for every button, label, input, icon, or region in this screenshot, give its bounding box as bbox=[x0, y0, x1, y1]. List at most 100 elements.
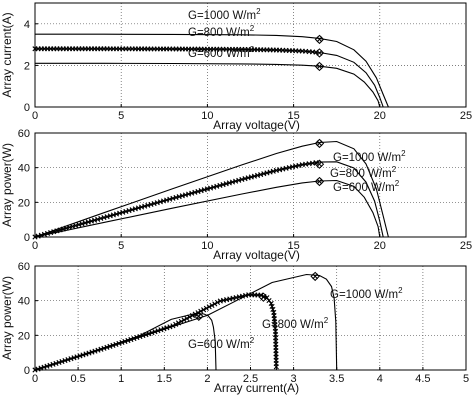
x-tick-label: 3.5 bbox=[329, 373, 344, 385]
mpp-marker-cross bbox=[316, 63, 323, 70]
y-tick-label: 40 bbox=[18, 163, 30, 175]
tracking-markers bbox=[32, 160, 319, 240]
mpp-marker bbox=[314, 138, 325, 149]
tracking-marker bbox=[181, 317, 187, 323]
x-tick-label: 2 bbox=[204, 373, 210, 385]
mpp-marker bbox=[314, 159, 325, 169]
tracking-marker bbox=[164, 325, 170, 331]
x-tick-label: 0.5 bbox=[70, 373, 85, 385]
tracking-marker bbox=[184, 315, 190, 322]
mpp-marker-cross bbox=[316, 178, 323, 185]
mpp-marker bbox=[314, 61, 325, 72]
tracking-marker bbox=[268, 300, 274, 307]
tracking-marker bbox=[212, 301, 218, 307]
y-tick-label: 60 bbox=[18, 261, 30, 273]
axes-frame bbox=[34, 132, 467, 238]
x-tick-label: 4.5 bbox=[415, 373, 430, 385]
mpp-marker bbox=[310, 271, 320, 282]
mpp-marker-cross bbox=[195, 313, 202, 320]
tracking-marker bbox=[158, 327, 164, 333]
x-axis-label: Array voltage(V) bbox=[213, 248, 300, 262]
tracking-marker bbox=[149, 330, 155, 336]
tracking-markers bbox=[32, 292, 279, 373]
tracking-markers bbox=[32, 46, 319, 55]
x-tick-label: 15 bbox=[287, 240, 299, 252]
tracking-marker bbox=[203, 305, 209, 311]
y-tick-label: 0 bbox=[24, 232, 30, 244]
mpp-marker bbox=[258, 292, 269, 302]
mpp-marker bbox=[314, 34, 325, 45]
y-axis-label: Array power(W) bbox=[0, 276, 14, 360]
x-tick-label: 3 bbox=[291, 373, 297, 385]
x-tick-label: 0 bbox=[32, 110, 38, 122]
series-label-2: G=800 W/m2 bbox=[188, 24, 255, 39]
mpp-marker-cross bbox=[316, 36, 323, 43]
y-tick-label: 0 bbox=[24, 365, 30, 377]
x-tick-label: 2.5 bbox=[243, 373, 258, 385]
axes-frame bbox=[34, 2, 467, 108]
y-tick-label: 0 bbox=[24, 102, 30, 114]
tracking-marker bbox=[214, 299, 221, 306]
y-axis-label: Array current(A) bbox=[0, 12, 14, 97]
mpp-marker bbox=[314, 176, 325, 187]
series-line-1 bbox=[35, 33, 389, 108]
x-tick-label: 1 bbox=[118, 373, 124, 385]
tracking-marker bbox=[155, 328, 161, 334]
subplot-1: 0 5 10 15 20 25 0 2 4 Array voltage(V) Array curre… bbox=[0, 2, 472, 132]
tracking-marker bbox=[178, 318, 184, 325]
x-tick-label: 5 bbox=[118, 110, 124, 122]
x-tick-label: 15 bbox=[287, 110, 299, 122]
y-tick-label: 40 bbox=[18, 296, 30, 308]
x-tick-label: 1.5 bbox=[157, 373, 172, 385]
series-line-1 bbox=[34, 140, 389, 238]
series-label-2: G=800 W/m2 bbox=[262, 316, 329, 331]
subplot-2: 0 5 10 15 20 25 0 20 40 60 Array voltage(V) Array p… bbox=[0, 128, 472, 262]
x-tick-label: 20 bbox=[374, 110, 386, 122]
series-label-2: G=800 W/m2 bbox=[330, 165, 397, 180]
tracking-marker bbox=[273, 364, 279, 370]
mpp-marker bbox=[194, 311, 204, 321]
x-tick-label: 0 bbox=[32, 373, 38, 385]
y-tick-label: 20 bbox=[18, 330, 30, 342]
series-label-1: G=1000 W/m2 bbox=[188, 7, 261, 22]
tracking-marker bbox=[201, 307, 207, 313]
y-axis-label: Array power(W) bbox=[0, 143, 14, 227]
x-tick-label: 5 bbox=[463, 373, 469, 385]
subplot-3: 0 0.5 1 1.5 2 2.5 3 3.5 4 4.5 5 0 20 40 60 Array curren… bbox=[0, 261, 469, 395]
y-tick-label: 20 bbox=[18, 197, 30, 209]
x-tick-label: 0 bbox=[32, 240, 38, 252]
tracking-marker bbox=[161, 326, 167, 332]
tracking-marker bbox=[270, 306, 276, 313]
series-line-1 bbox=[34, 273, 338, 371]
tracking-marker bbox=[173, 321, 179, 327]
tracking-marker bbox=[269, 303, 275, 310]
tracking-marker bbox=[167, 324, 173, 330]
mpp-marker-cross bbox=[316, 161, 323, 168]
series-label-1: G=1000 W/m2 bbox=[333, 149, 406, 164]
y-tick-label: 2 bbox=[24, 60, 30, 72]
tracking-marker bbox=[209, 302, 215, 308]
tracking-marker bbox=[175, 320, 182, 326]
y-tick-label: 4 bbox=[24, 19, 30, 31]
x-tick-label: 5 bbox=[118, 240, 124, 252]
tracking-marker bbox=[170, 323, 176, 329]
x-tick-label: 4 bbox=[377, 373, 383, 385]
x-axis-label: Array current(A) bbox=[214, 381, 299, 395]
x-tick-label: 10 bbox=[201, 240, 213, 252]
mpp-marker-cross bbox=[316, 140, 323, 147]
mpp-marker-cross bbox=[316, 50, 323, 56]
mpp-marker bbox=[314, 48, 325, 58]
series-label-3: G=600 W/m2 bbox=[188, 45, 255, 60]
series-label-1: G=1000 W/m2 bbox=[330, 286, 403, 301]
tracking-marker bbox=[206, 304, 212, 310]
series-label-3: G=600 W/m2 bbox=[188, 336, 255, 351]
x-axis-label: Array voltage(V) bbox=[213, 118, 300, 132]
series-label-3: G=600 W/m2 bbox=[333, 179, 400, 194]
x-tick-label: 25 bbox=[460, 240, 472, 252]
tracking-marker bbox=[192, 311, 198, 317]
y-tick-label: 60 bbox=[18, 128, 30, 140]
x-tick-label: 20 bbox=[374, 240, 386, 252]
mpp-marker-cross bbox=[312, 273, 319, 280]
mpp-marker-cross bbox=[260, 294, 267, 301]
